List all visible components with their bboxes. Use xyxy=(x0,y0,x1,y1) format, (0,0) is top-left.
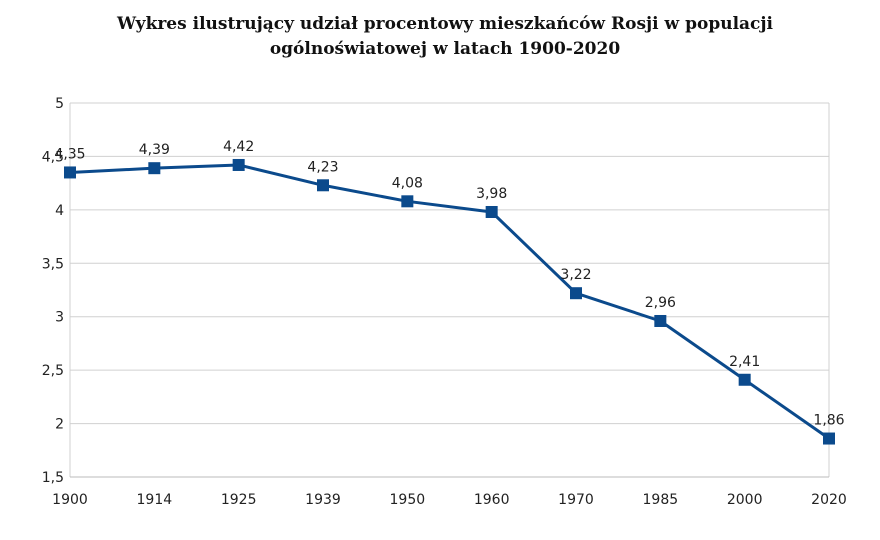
data-point-marker xyxy=(823,432,835,445)
data-point-marker xyxy=(738,373,751,386)
chart-title-line-1: Wykres ilustrujący udział procentowy mie… xyxy=(116,14,774,34)
gridlines xyxy=(70,102,829,478)
y-tick-label: 2 xyxy=(55,417,64,433)
y-tick-label: 4,5 xyxy=(42,149,64,165)
x-tick-label: 1925 xyxy=(221,492,257,508)
data-label: 4,35 xyxy=(54,146,85,162)
data-label: 4,08 xyxy=(392,175,423,191)
data-point-marker xyxy=(570,287,582,300)
x-tick-label: 1950 xyxy=(390,492,426,508)
data-label: 4,23 xyxy=(307,159,338,175)
data-point-marker xyxy=(64,166,76,179)
y-tick-label: 3 xyxy=(55,310,64,326)
data-point-marker xyxy=(317,179,329,192)
data-label: 3,22 xyxy=(560,267,591,283)
series-line xyxy=(69,163,830,440)
data-label: 2,96 xyxy=(645,295,676,311)
chart-title-line-2: ogólnoświatowej w latach 1900-2020 xyxy=(269,39,621,59)
x-tick-label: 1939 xyxy=(305,492,341,508)
data-label: 4,39 xyxy=(139,142,170,158)
x-tick-label: 1985 xyxy=(643,492,679,508)
y-tick-labels: 1,5 2 2,5 3 3,5 4 4,5 5 xyxy=(42,96,64,486)
y-tick-label: 4 xyxy=(55,203,64,219)
data-label: 2,41 xyxy=(729,354,760,370)
data-point-marker xyxy=(654,314,667,327)
x-tick-label: 1960 xyxy=(474,492,510,508)
x-tick-label: 1900 xyxy=(52,492,88,508)
data-labels: 4,35 4,39 4,42 4,23 4,08 3,98 3,22 2,96 2,41 1,86 xyxy=(54,139,844,429)
data-label: 1,86 xyxy=(813,413,844,429)
data-label: 3,98 xyxy=(476,186,507,202)
data-point-marker xyxy=(232,158,245,171)
series-group xyxy=(64,158,835,445)
data-point-marker xyxy=(485,205,498,218)
x-tick-labels: 1900 1914 1925 1939 1950 1960 1970 1985 2000 2020 xyxy=(52,492,847,508)
x-tick-label: 1970 xyxy=(558,492,594,508)
chart-title: Wykres ilustrujący udział procentowy mie… xyxy=(0,12,880,62)
y-tick-label: 3,5 xyxy=(42,256,64,272)
data-label: 4,42 xyxy=(223,139,254,155)
y-tick-label: 2,5 xyxy=(42,363,64,379)
x-tick-label: 2000 xyxy=(727,492,763,508)
axes xyxy=(69,103,830,478)
x-tick-label: 2020 xyxy=(811,492,847,508)
y-tick-label: 5 xyxy=(55,96,64,112)
y-tick-label: 1,5 xyxy=(42,470,64,486)
data-point-marker xyxy=(148,162,161,175)
x-tick-label: 1914 xyxy=(137,492,173,508)
data-point-marker xyxy=(401,195,414,208)
